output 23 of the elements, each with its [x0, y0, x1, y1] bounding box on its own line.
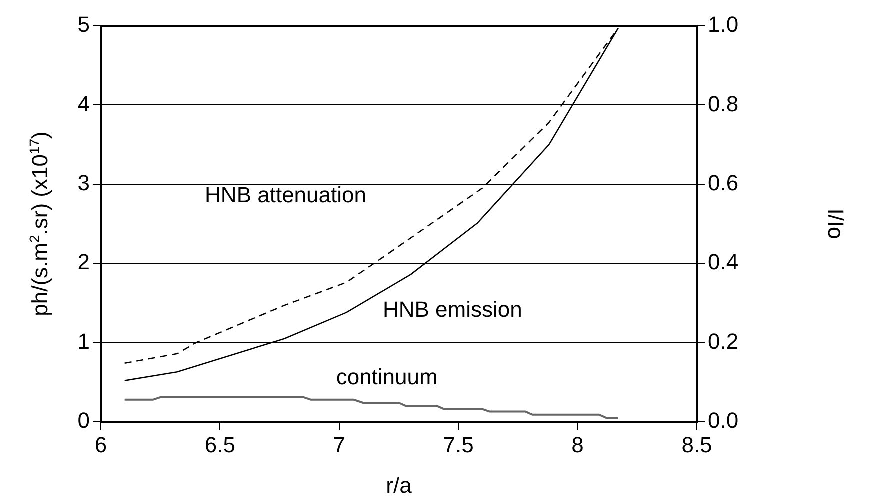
- x-tick-label: 6: [94, 432, 108, 458]
- y2-tick-label: 0.2: [708, 328, 739, 354]
- y-tick-label: 4: [78, 91, 90, 116]
- y2-tick-label: 0.0: [708, 408, 739, 434]
- x-tick-label: 8.5: [682, 432, 712, 458]
- y-tick-label: 1: [78, 328, 90, 354]
- y2-tick-label: 0.4: [708, 250, 739, 275]
- y2-axis-title: I/Io: [824, 208, 849, 240]
- y2-tick-label: 0.6: [708, 170, 739, 196]
- y-tick-label: 5: [78, 12, 90, 38]
- x-tick-label: 7.5: [443, 432, 474, 458]
- y-tick-label: 2: [78, 250, 90, 275]
- y2-tick-label: 0.8: [708, 91, 739, 116]
- x-tick-label: 6.5: [204, 432, 236, 458]
- x-axis-title: r/a: [386, 472, 413, 498]
- annotation: HNB emission: [382, 297, 522, 322]
- y-tick-label: 3: [78, 170, 90, 196]
- annotation: HNB attenuation: [205, 182, 366, 208]
- y2-tick-label: 1.0: [708, 12, 739, 38]
- x-tick-label: 7: [333, 432, 346, 458]
- annotation: continuum: [336, 364, 438, 390]
- y-tick-label: 0: [78, 408, 90, 434]
- x-tick-label: 8: [572, 432, 584, 458]
